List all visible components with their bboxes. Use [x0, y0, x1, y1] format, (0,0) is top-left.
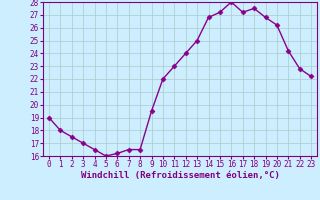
X-axis label: Windchill (Refroidissement éolien,°C): Windchill (Refroidissement éolien,°C)	[81, 171, 279, 180]
